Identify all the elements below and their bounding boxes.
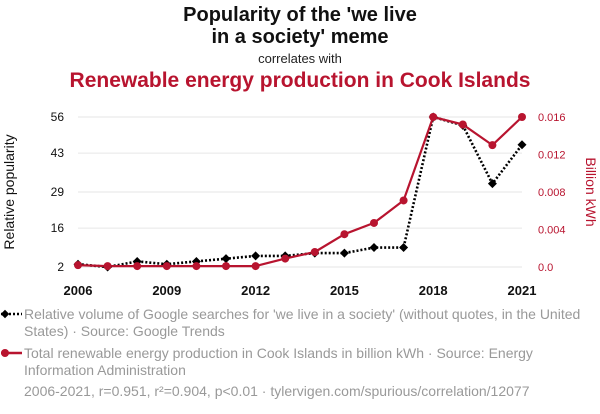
series-1-point-2014 [310,248,319,256]
y-right-tick-1: 0.004 [538,225,566,237]
correlates-with-text: correlates with [258,51,342,66]
x-tick-2018: 2018 [419,283,448,298]
solid-line-circle-icon [1,349,22,357]
series-0-point-2011 [221,254,231,264]
y-left-tick-16: 16 [51,221,65,235]
chart-title-line-2: in a society' meme [211,26,389,48]
series-1-point-2012 [251,262,260,271]
x-tick-2009: 2009 [152,283,181,298]
y-left-tick-56: 56 [51,110,65,124]
series-1-point-2020 [488,141,497,150]
series-1-point-2007 [103,262,112,271]
legend-text-popularity: Relative volume of Google searches for '… [24,306,581,339]
y-right-axis-label: Billion kWh [583,157,599,226]
series-0-point-2017 [399,243,409,253]
series-0-point-2012 [251,251,261,261]
chart-title-line-1: Popularity of the 'we live [183,4,417,26]
x-tick-2015: 2015 [330,283,359,298]
y-right-tick-2: 0.008 [538,187,566,199]
series-1-point-2010 [192,262,201,271]
y-right-tick-0: 0.0 [538,262,553,274]
y-left-tick-2: 2 [57,260,64,274]
series-0-point-2016 [369,243,379,253]
footer-stats: 2006-2021, r=0.951, r²=0.904, p<0.01 · t… [24,383,530,399]
series-0-point-2015 [339,248,349,258]
series-1-line [77,115,523,268]
dotted-line-diamond-icon [0,309,22,319]
series-1-point-2008 [133,262,142,271]
x-tick-2012: 2012 [241,283,270,298]
legend-text-energy: Total renewable energy production in Coo… [24,345,533,378]
x-tick-2021: 2021 [508,283,537,298]
series-1-point-2019 [458,120,467,129]
y-left-tick-29: 29 [51,185,65,199]
series-1-point-2013 [281,254,290,263]
y-left-axis-label: Relative popularity [1,134,17,249]
chart-title-line-3: Renewable energy production in Cook Isla… [69,69,531,92]
series-1-point-2021 [518,113,526,121]
series-1-point-2016 [370,218,378,227]
series-1-point-2018 [429,113,438,121]
series-1-point-2011 [222,262,230,271]
series-1-point-2015 [340,230,349,239]
series-1-point-2006 [74,261,82,270]
y-right-tick-3: 0.012 [538,150,566,162]
series-0-point-2021 [517,140,527,150]
series-1-point-2017 [399,196,408,205]
x-tick-2006: 2006 [64,283,93,298]
series-0-point-2020 [487,179,497,189]
y-left-tick-43: 43 [51,146,65,160]
y-right-tick-4: 0.016 [538,112,566,124]
series-1-point-2009 [162,262,171,271]
